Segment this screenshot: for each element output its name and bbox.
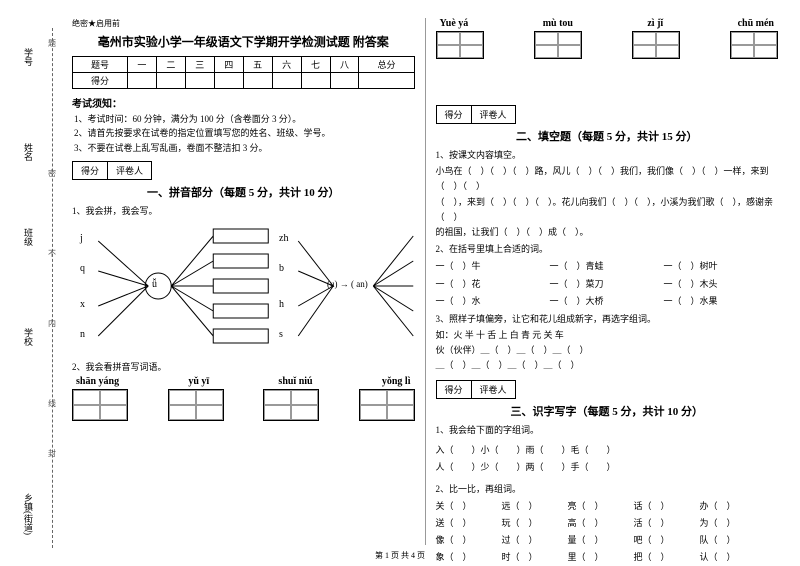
dot-mark: 题 bbox=[48, 38, 56, 49]
scorebox: 得分 评卷人 bbox=[436, 380, 516, 399]
question-text: 1、按课文内容填空。 bbox=[436, 148, 779, 161]
question-text: 2、我会看拼音写词语。 bbox=[72, 360, 415, 373]
dot-mark: 内 bbox=[48, 318, 56, 329]
margin-label: 学号 bbox=[22, 48, 35, 66]
pinyin-row: shān yáng yǔ yī shuǐ niú yǒng lì bbox=[72, 376, 415, 387]
question-text: 2、比一比，再组词。 bbox=[436, 482, 779, 495]
fill-blank: 小鸟在（ ）（ ）（ ）路，风儿（ ）（ ）我们，我们像（ ）（ ）一样，来到（… bbox=[436, 164, 779, 195]
question-text: 2、在括号里填上合适的词。 bbox=[436, 242, 779, 255]
dot-mark: 封 bbox=[48, 448, 56, 459]
score-table: 题号一二三四五六七八总分 得分 bbox=[72, 56, 415, 89]
notice-head: 考试须知： bbox=[72, 95, 415, 110]
dot-mark: 密 bbox=[48, 168, 56, 179]
tian-grid-row bbox=[436, 31, 779, 59]
notice: 3、不要在试卷上乱写乱画，卷面不整洁扣 3 分。 bbox=[74, 141, 415, 155]
section-title: 一、拼音部分（每题 5 分，共计 10 分） bbox=[72, 184, 415, 200]
fill-line: 伙（伙伴）＿（ ）＿（ ）＿（ ） bbox=[436, 343, 779, 358]
dot-mark: 线 bbox=[48, 398, 56, 409]
scorebox: 得分 评卷人 bbox=[436, 105, 516, 124]
tian-grid-row bbox=[72, 389, 415, 421]
fill-line: ＿（ ）＿（ ）＿（ ）＿（ ） bbox=[436, 358, 779, 373]
notice: 1、考试时间：60 分钟，满分为 100 分（含卷面分 3 分）。 bbox=[74, 112, 415, 126]
pairs-list: 一（ ）牛一（ ）青蛙一（ ）树叶 一（ ）花一（ ）菜刀一（ ）木头 一（ ）… bbox=[436, 258, 779, 309]
secret-label: 绝密★启用前 bbox=[72, 18, 415, 29]
notice: 2、请首先按要求在试卷的指定位置填写您的姓名、班级、学号。 bbox=[74, 126, 415, 140]
binding-margin: 学号 姓名 班级 学校 乡镇(街道) 题 密 不 内 线 封 bbox=[12, 18, 62, 545]
section-title: 二、填空题（每题 5 分，共计 15 分） bbox=[436, 128, 779, 144]
margin-label: 乡镇(街道) bbox=[22, 493, 35, 535]
score-label: 得分 bbox=[73, 162, 108, 179]
page-title: 亳州市实验小学一年级语文下学期开学检测试题 附答案 bbox=[72, 33, 415, 50]
page-footer: 第 1 页 共 4 页 bbox=[0, 550, 800, 561]
right-column: Yuè yá mù tou zì jǐ chū mén 得分 评卷人 二、填空题… bbox=[426, 18, 789, 545]
question-text: 3、照样子填偏旁，让它和花儿组成新字，再选字组词。 bbox=[436, 312, 779, 325]
group-list: 入（ ）小（ ）雨（ ）毛（ ） 人（ ）少（ ）两（ ）手（ ） bbox=[436, 442, 779, 476]
fill-blank: （ ），来到（ ）（ ）（ ）。花儿向我们（ ）（ ），小溪为我们歌（ ），感谢… bbox=[436, 195, 779, 226]
scorebox: 得分 评卷人 bbox=[72, 161, 152, 180]
margin-label: 学校 bbox=[22, 328, 35, 346]
pinyin-diagram: j q x n ǚ zh b h s (u) → ( an) bbox=[72, 221, 415, 356]
margin-label: 班级 bbox=[22, 228, 35, 246]
pinyin-row: Yuè yá mù tou zì jǐ chū mén bbox=[436, 18, 779, 29]
left-column: 绝密★启用前 亳州市实验小学一年级语文下学期开学检测试题 附答案 题号一二三四五… bbox=[62, 18, 426, 545]
fill-blank: 的祖国，让我们（ ）（ ）成（ ）。 bbox=[436, 225, 779, 240]
example-line: 如：火 半 十 舌 上 白 青 元 关 车 bbox=[436, 328, 779, 343]
margin-label: 姓名 bbox=[22, 143, 35, 161]
question-text: 1、我会给下面的字组词。 bbox=[436, 423, 779, 436]
question-text: 1、我会拼，我会写。 bbox=[72, 204, 415, 217]
section-title: 三、识字写字（每题 5 分，共计 10 分） bbox=[436, 403, 779, 419]
dot-mark: 不 bbox=[48, 248, 56, 259]
grader-label: 评卷人 bbox=[108, 162, 151, 179]
